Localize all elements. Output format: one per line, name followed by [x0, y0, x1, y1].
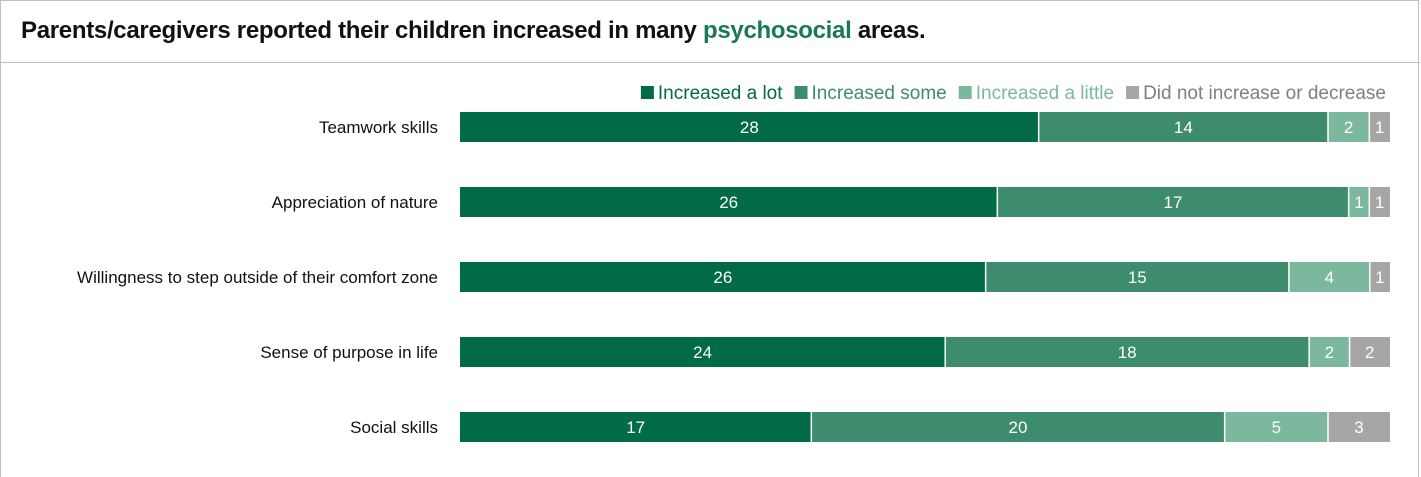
- legend-label-increased-a-lot: Increased a lot: [658, 83, 783, 104]
- legend-item-did-not-increase-or-decrease: Did not increase or decrease: [1126, 83, 1386, 104]
- bar-separator: [1308, 337, 1310, 367]
- bar-separator: [996, 187, 999, 217]
- bars: [460, 112, 1390, 442]
- bar-teamwork-skills-increased-a-little: [1328, 112, 1370, 142]
- bar-appreciation-of-nature-increased-some: [997, 187, 1349, 217]
- bar-social-skills-increased-a-lot: [460, 412, 812, 442]
- bar-willingness-to-step-outside-of-their-comfort-zone-increased-a-lot: [460, 262, 986, 292]
- legend-swatch-increased-a-lot: [640, 86, 654, 99]
- bar-willingness-to-step-outside-of-their-comfort-zone-increased-a-little: [1288, 262, 1370, 292]
- value-label-teamwork-skills-increased-some: 14: [1174, 118, 1193, 137]
- bar-separator: [1223, 412, 1226, 442]
- legend-item-increased-some: Increased some: [794, 83, 947, 104]
- legend-label-increased-a-little: Increased a little: [976, 83, 1114, 104]
- bar-separator: [1369, 262, 1371, 292]
- bar-appreciation-of-nature-increased-a-lot: [460, 187, 998, 217]
- bar-sense-of-purpose-in-life-did-not-increase-or-decrease: [1349, 337, 1390, 367]
- category-labels: Teamwork skills Appreciation of nature Wil…: [77, 118, 438, 437]
- category-label-teamwork-skills: Teamwork skills: [319, 118, 438, 137]
- category-label-sense-of-purpose-in-life: Sense of purpose in life: [260, 343, 438, 362]
- category-label-willingness-to-step-outside-of-their-comfort-zone: Willingness to step outside of their com…: [77, 268, 438, 287]
- value-label-willingness-to-step-outside-of-their-comfort-zone-increased-a-little: 4: [1325, 268, 1334, 287]
- title-bar: Parents/caregivers reported their childr…: [1, 1, 1420, 63]
- legend-swatch-increased-a-little: [958, 86, 972, 99]
- value-label-sense-of-purpose-in-life-increased-some: 18: [1118, 343, 1137, 362]
- bar-sense-of-purpose-in-life-increased-a-lot: [460, 337, 946, 367]
- title-highlight: psychosocial: [702, 17, 852, 44]
- bar-appreciation-of-nature-did-not-increase-or-decrease: [1369, 187, 1390, 217]
- value-label-appreciation-of-nature-did-not-increase-or-decrease: 1: [1375, 193, 1384, 212]
- bar-separator: [1347, 187, 1350, 217]
- bar-sense-of-purpose-in-life-increased-some: [945, 337, 1310, 367]
- bar-teamwork-skills-increased-some: [1038, 112, 1328, 142]
- legend-swatch-increased-some: [794, 86, 808, 99]
- category-label-appreciation-of-nature: Appreciation of nature: [272, 193, 438, 212]
- value-label-teamwork-skills-increased-a-lot: 28: [740, 118, 759, 137]
- bar-separator: [1327, 112, 1329, 142]
- bar-separator: [1368, 187, 1371, 217]
- value-label-willingness-to-step-outside-of-their-comfort-zone-did-not-increase-or-decrease: 1: [1375, 268, 1384, 287]
- bar-separator: [984, 262, 987, 292]
- bar-separator: [1327, 412, 1329, 442]
- legend-item-increased-a-little: Increased a little: [958, 83, 1114, 104]
- bar-separator: [1348, 337, 1351, 367]
- value-label-teamwork-skills-increased-a-little: 2: [1344, 118, 1353, 137]
- value-label-sense-of-purpose-in-life-increased-a-little: 2: [1325, 343, 1334, 362]
- bar-teamwork-skills-did-not-increase-or-decrease: [1369, 112, 1390, 142]
- value-label-willingness-to-step-outside-of-their-comfort-zone-increased-a-lot: 26: [713, 268, 732, 287]
- bar-teamwork-skills-increased-a-lot: [460, 112, 1039, 142]
- legend-label-increased-some: Increased some: [812, 83, 947, 104]
- bar-social-skills-did-not-increase-or-decrease: [1328, 412, 1390, 442]
- title-text-post: areas.: [851, 17, 926, 44]
- value-label-sense-of-purpose-in-life-increased-a-lot: 24: [693, 343, 712, 362]
- value-label-teamwork-skills-did-not-increase-or-decrease: 1: [1375, 118, 1384, 137]
- bar-social-skills-increased-some: [811, 412, 1225, 442]
- legend-item-increased-a-lot: Increased a lot: [640, 83, 783, 104]
- bar-separator: [1368, 112, 1371, 142]
- bar-separator: [810, 412, 813, 442]
- bar-willingness-to-step-outside-of-their-comfort-zone-increased-some: [985, 262, 1289, 292]
- legend: Increased a lot Increased some Increased a…: [640, 83, 1386, 104]
- bar-willingness-to-step-outside-of-their-comfort-zone-did-not-increase-or-decrease: [1369, 262, 1390, 292]
- legend-label-did-not-increase-or-decrease: Did not increase or decrease: [1143, 83, 1386, 104]
- value-label-social-skills-increased-a-little: 5: [1272, 418, 1281, 437]
- value-label-appreciation-of-nature-increased-some: 17: [1164, 193, 1183, 212]
- bar-social-skills-increased-a-little: [1224, 412, 1328, 442]
- value-label-appreciation-of-nature-increased-a-little: 1: [1354, 193, 1363, 212]
- bar-appreciation-of-nature-increased-a-little: [1348, 187, 1370, 217]
- value-label-social-skills-increased-some: 20: [1009, 418, 1028, 437]
- bar-separator: [1037, 112, 1040, 142]
- chart-title: Parents/caregivers reported their childr…: [21, 17, 926, 45]
- title-text-pre: Parents/caregivers reported their childr…: [21, 17, 703, 44]
- value-label-willingness-to-step-outside-of-their-comfort-zone-increased-some: 15: [1128, 268, 1147, 287]
- legend-swatch-did-not-increase-or-decrease: [1126, 86, 1140, 99]
- bar-separator: [944, 337, 946, 367]
- value-label-social-skills-increased-a-lot: 17: [626, 418, 645, 437]
- value-label-appreciation-of-nature-increased-a-lot: 26: [719, 193, 738, 212]
- bar-sense-of-purpose-in-life-increased-a-little: [1309, 337, 1350, 367]
- value-label-sense-of-purpose-in-life-did-not-increase-or-decrease: 2: [1365, 343, 1374, 362]
- category-label-social-skills: Social skills: [350, 418, 438, 437]
- value-label-social-skills-did-not-increase-or-decrease: 3: [1354, 418, 1363, 437]
- value-labels: 28 14 2 126 17 1 126 15 4 124 18 2 217 20 5 3: [626, 118, 1384, 437]
- bar-separator: [1288, 262, 1290, 292]
